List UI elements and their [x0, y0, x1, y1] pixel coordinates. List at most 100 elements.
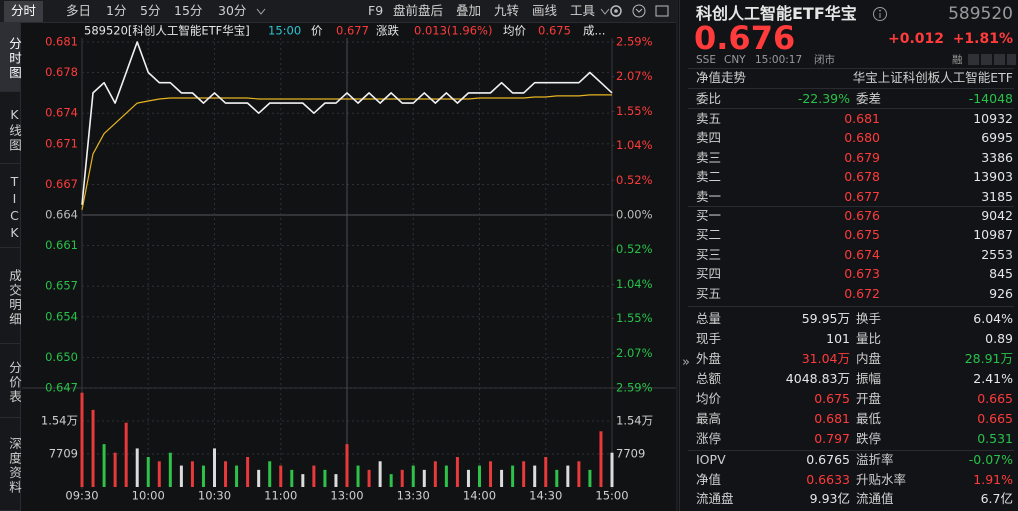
volume-bar: [113, 452, 117, 487]
tool-button[interactable]: 盘前盘后: [393, 3, 444, 18]
y-tick-label: 0.664: [45, 208, 78, 222]
volume-bar: [91, 409, 95, 487]
stat-value: 0.681: [814, 411, 850, 426]
x-tick-label: 11:00: [264, 489, 297, 503]
x-tick-label: 15:00: [595, 489, 628, 503]
bid-level-volume: 10987: [973, 227, 1013, 243]
volume-bar: [201, 465, 205, 487]
volume-bar: [367, 469, 371, 487]
y2-tick-label: 1.04%: [616, 138, 653, 152]
timeframe-tab[interactable]: 分时: [4, 1, 44, 22]
volume-bar: [522, 461, 526, 487]
timeframe-tab[interactable]: 15分: [174, 3, 203, 18]
y-tick-label: 0.654: [45, 309, 78, 323]
volume-bar: [500, 469, 504, 487]
fund-stat-value: 0.6633: [806, 471, 850, 487]
collapse-toggle[interactable]: »: [682, 355, 690, 370]
fund-stat-label: IOPV: [696, 452, 726, 467]
y2-tick-label: 0.00%: [616, 208, 653, 222]
dropdown-caret[interactable]: [600, 8, 610, 16]
stat-value: 0.89: [985, 331, 1013, 346]
volume-bar: [577, 461, 581, 487]
toolbar: 分时 多日 1分 5分 15分 30分 F9 盘前盘后 叠加 九转 画线 工具: [0, 0, 676, 23]
timeframe-tab[interactable]: 1分: [106, 3, 127, 18]
y-tick-label: 0.650: [45, 350, 78, 364]
tool-button[interactable]: F9: [368, 3, 384, 18]
market-status: 闭市: [814, 54, 835, 66]
x-tick-label: 14:30: [529, 489, 562, 503]
ask-level-label: 卖一: [696, 188, 722, 204]
exchange: SSE: [696, 54, 716, 66]
volume-bar: [356, 465, 360, 487]
volume-bar: [146, 457, 150, 487]
stat-value: 0.665: [977, 391, 1013, 406]
y2-tick-label: 0.52%: [616, 242, 653, 256]
volume-bar: [224, 461, 228, 487]
side-tabs: 分时图 K线图 TICK 成交明细 分价表 深度资料: [0, 22, 22, 511]
view-tab[interactable]: 分时图: [0, 22, 22, 92]
view-tab[interactable]: 成交明细: [0, 248, 22, 344]
order-ratio-value: -22.39%: [797, 91, 850, 106]
nav-chart-link[interactable]: 净值走势: [696, 70, 747, 85]
ask-level-label: 卖三: [696, 149, 722, 165]
tool-button[interactable]: 工具: [570, 3, 596, 18]
chart-header-item: 0.677: [336, 24, 369, 38]
timeframe-tab[interactable]: 30分: [218, 3, 247, 18]
y2-tick-label: 2.07%: [616, 69, 653, 83]
bid-level-volume: 926: [989, 285, 1013, 301]
y2-tick-label: 1.55%: [616, 311, 653, 325]
bid-level-volume: 9042: [981, 208, 1013, 223]
timeframe-tab[interactable]: 多日: [66, 3, 92, 18]
volume-bar: [389, 474, 393, 487]
volume-bar: [489, 461, 493, 487]
volume-bar: [323, 469, 327, 487]
fund-stat-value: 0.6765: [806, 452, 850, 467]
price-line: [81, 94, 612, 211]
volume-bar: [80, 392, 84, 487]
view-tab[interactable]: K线图: [0, 92, 22, 164]
toolbar-icons[interactable]: [608, 3, 674, 19]
view-tab[interactable]: 分价表: [0, 344, 22, 418]
volume-bar: [312, 465, 316, 487]
order-ratio-label: 委比: [696, 91, 722, 106]
bid-level-label: 买一: [696, 208, 722, 223]
y-tick-label: 0.657: [45, 279, 78, 293]
panel-icons[interactable]: [968, 54, 1016, 66]
x-tick-label: 10:30: [198, 489, 231, 503]
chart-header-item: 0.013(1.96%): [414, 24, 492, 38]
view-tab[interactable]: TICK: [0, 164, 22, 248]
stat-label: 均价: [696, 391, 722, 406]
volume-bar: [279, 465, 283, 487]
ask-level-price: 0.677: [844, 188, 880, 204]
stat-value: 101: [826, 331, 850, 346]
tool-button[interactable]: 画线: [532, 3, 558, 18]
margin-flag: 融: [952, 54, 963, 66]
info-icon[interactable]: [872, 6, 888, 22]
bid-level-volume: 845: [989, 266, 1013, 282]
volume-bar: [544, 457, 548, 487]
chart-header-item: 589520[科创人工智能ETF华宝]: [84, 24, 250, 38]
stat-label: 内盘: [856, 351, 882, 366]
volume-bar: [301, 474, 305, 487]
y-tick-label: 0.667: [45, 177, 78, 191]
volume-bar: [345, 444, 349, 487]
stat-label: 开盘: [856, 391, 882, 406]
volume-bar: [213, 448, 216, 487]
volume-bar: [400, 469, 404, 487]
dropdown-caret[interactable]: [256, 8, 266, 16]
volume-bar: [422, 469, 426, 487]
view-tab[interactable]: 深度资料: [0, 418, 22, 511]
timeframe-tab[interactable]: 5分: [140, 3, 161, 18]
fund-stat-value: 9.93亿: [809, 491, 850, 506]
fund-stat-value: 1.91%: [973, 471, 1013, 487]
volume-tick-label: 7709: [49, 446, 78, 460]
tool-button[interactable]: 九转: [494, 3, 520, 18]
stat-label: 最低: [856, 411, 882, 426]
stat-label: 跌停: [856, 431, 882, 446]
volume-bar: [555, 469, 559, 487]
tool-button[interactable]: 叠加: [456, 3, 482, 18]
stat-label: 振幅: [856, 371, 882, 386]
y2-tick-label: 2.07%: [616, 346, 653, 360]
volume-bar: [235, 465, 239, 487]
y-tick-label: 0.681: [45, 35, 78, 49]
